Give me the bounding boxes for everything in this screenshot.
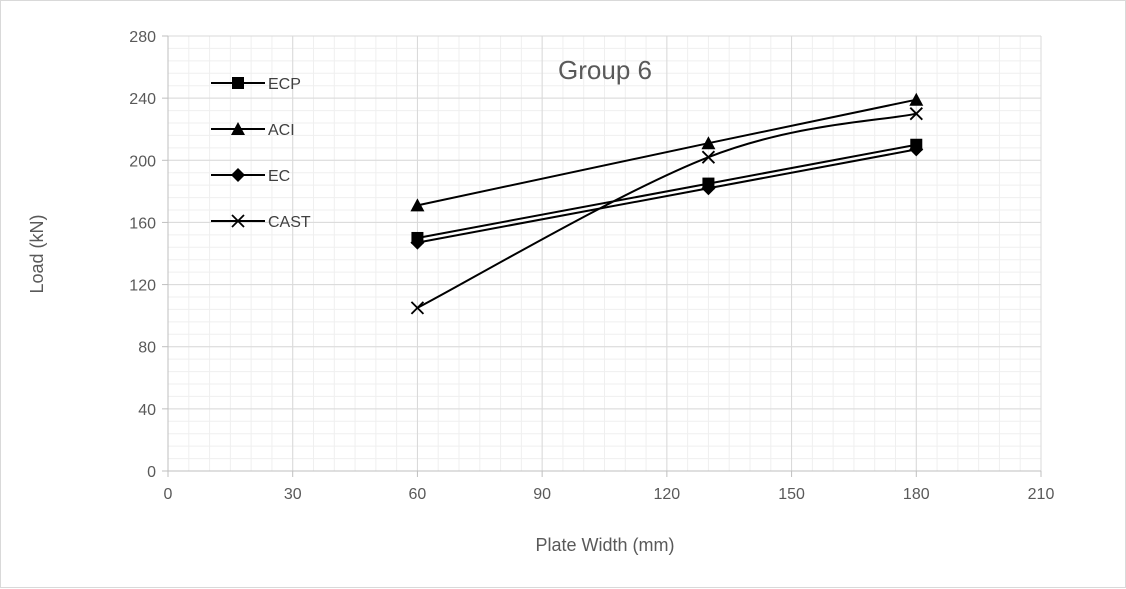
series-layer	[410, 92, 924, 315]
legend-item-aci: ACI	[211, 122, 295, 139]
marker-x-stroke	[909, 107, 923, 121]
data-point-ec	[701, 181, 716, 196]
marker-x-stroke	[701, 150, 716, 164]
x-axis-title: Plate Width (mm)	[535, 535, 674, 555]
series-ec	[410, 142, 924, 250]
y-tick-label: 80	[138, 340, 156, 357]
legend-marker-ecp	[232, 77, 244, 89]
data-point-ec	[410, 235, 425, 250]
marker-x-stroke	[410, 301, 425, 315]
x-tick-label: 60	[409, 486, 427, 503]
data-point-cast	[410, 301, 425, 315]
y-tick-label: 200	[129, 153, 156, 170]
legend-marker-aci	[231, 122, 245, 135]
y-tick-label: 280	[129, 29, 156, 46]
y-tick-label: 40	[138, 402, 156, 419]
chart-title: Group 6	[558, 55, 652, 85]
x-tick-label: 150	[778, 486, 805, 503]
data-point-ec	[909, 142, 924, 157]
data-point-aci	[909, 92, 924, 106]
x-tick-label: 120	[654, 486, 681, 503]
x-tick-label: 210	[1028, 486, 1055, 503]
y-axis-title: Load (kN)	[27, 214, 47, 293]
legend-label: CAST	[268, 214, 311, 231]
y-tick-label: 120	[129, 278, 156, 295]
legend: ECP ACI EC CAST	[211, 76, 311, 231]
data-point-aci	[410, 198, 425, 212]
grid	[167, 35, 1042, 472]
legend-item-cast: CAST	[211, 214, 311, 231]
x-tick-label: 30	[284, 486, 302, 503]
series-line-cast	[416, 112, 917, 309]
x-tick-label: 180	[903, 486, 930, 503]
series-cast	[410, 107, 923, 315]
data-point-cast	[701, 150, 716, 164]
legend-item-ec: EC	[211, 168, 290, 185]
legend-label: ACI	[268, 122, 295, 139]
series-aci	[410, 92, 924, 212]
y-tick-label: 0	[147, 464, 156, 481]
legend-item-ecp: ECP	[211, 76, 301, 93]
x-tick-label: 0	[164, 486, 173, 503]
data-point-aci	[701, 136, 716, 150]
legend-label: EC	[268, 168, 290, 185]
data-point-cast	[909, 107, 923, 121]
legend-marker-cast	[231, 214, 245, 228]
axes	[162, 35, 1042, 477]
legend-marker-ec	[231, 168, 245, 182]
legend-label: ECP	[268, 76, 301, 93]
tick-labels: 0 30 60 90 120 150 180 210 0 40 80 120 160 200 240 280	[129, 29, 1054, 503]
marker-x-stroke	[231, 214, 245, 228]
x-tick-label: 90	[533, 486, 551, 503]
y-tick-label: 160	[129, 215, 156, 232]
y-tick-label: 240	[129, 91, 156, 108]
